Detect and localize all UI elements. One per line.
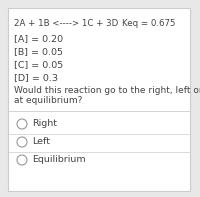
Text: [B] = 0.05: [B] = 0.05: [14, 47, 63, 56]
Text: Right: Right: [32, 120, 57, 128]
Text: [C] = 0.05: [C] = 0.05: [14, 60, 63, 69]
FancyBboxPatch shape: [8, 8, 190, 191]
Text: [D] = 0.3: [D] = 0.3: [14, 73, 58, 82]
Text: [A] = 0.20: [A] = 0.20: [14, 34, 63, 43]
Text: Equilibrium: Equilibrium: [32, 155, 86, 164]
Text: Left: Left: [32, 138, 50, 147]
Text: Keq = 0.675: Keq = 0.675: [122, 19, 176, 28]
Text: at equilibrium?: at equilibrium?: [14, 96, 82, 105]
Text: 2A + 1B <----> 1C + 3D: 2A + 1B <----> 1C + 3D: [14, 19, 118, 28]
Text: Would this reaction go to the right, left or is it: Would this reaction go to the right, lef…: [14, 86, 200, 95]
